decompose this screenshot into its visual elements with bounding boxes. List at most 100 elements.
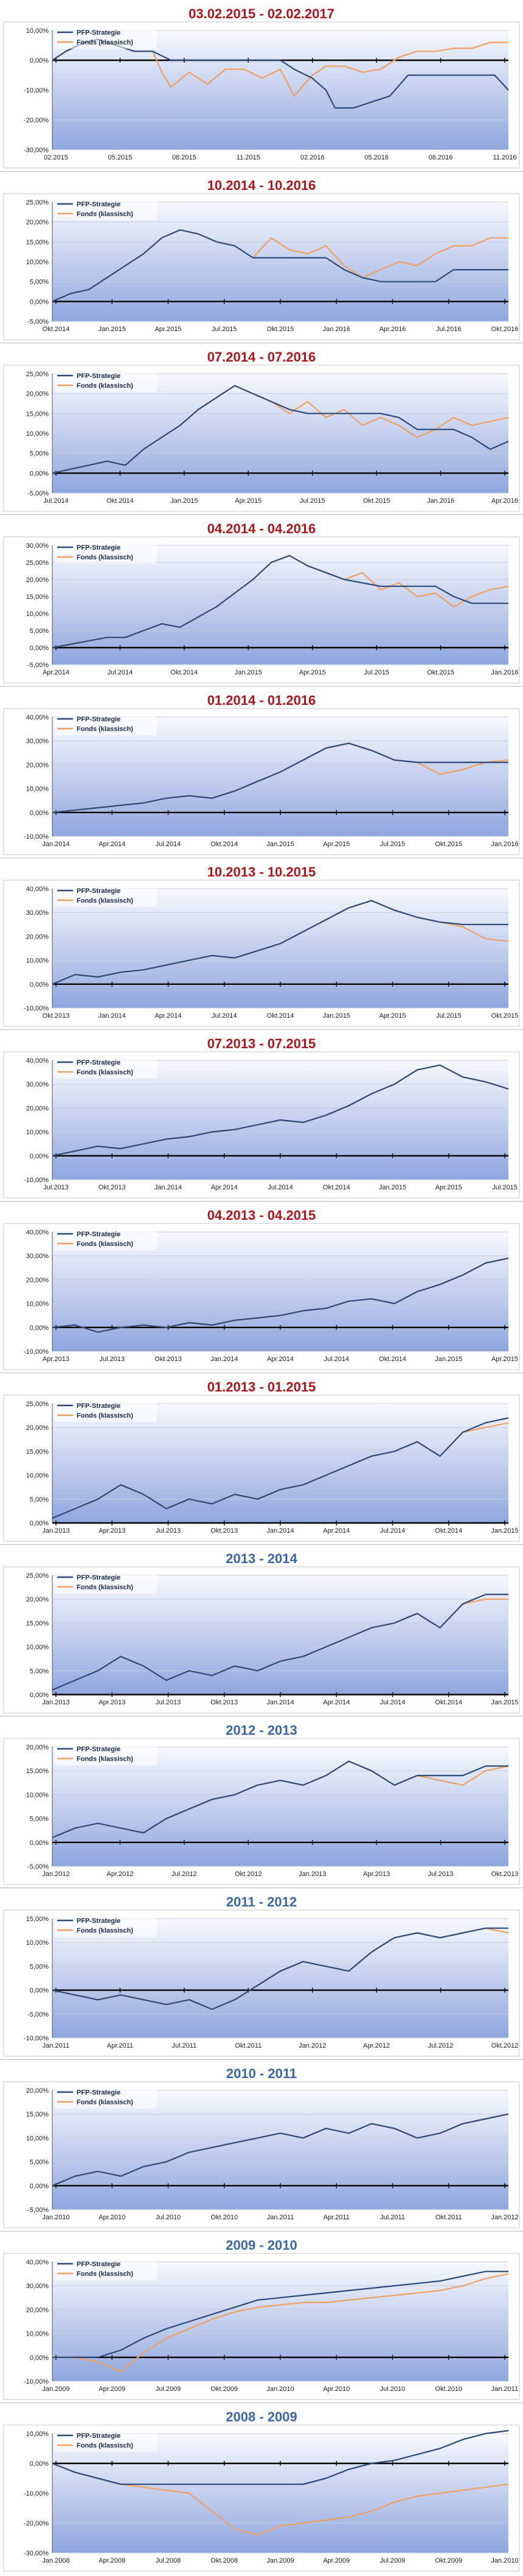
y-tick-label: 40,00% [26,1057,49,1065]
y-tick-label: 30,00% [26,542,49,550]
x-tick-label: Jul.2013 [99,1356,125,1363]
plot-area [52,889,508,1008]
legend-label: Fonds (klassisch) [77,726,133,733]
x-tick-label: Okt.2012 [235,1871,262,1878]
x-tick-label: Apr.2016 [379,326,406,333]
x-tick-label: Jan.2016 [491,669,518,676]
y-tick-label: 20,00% [26,1424,49,1432]
y-tick-label: 30,00% [26,1081,49,1088]
legend-label: PFP-Strategie [77,1231,120,1238]
panel-separator [0,1716,523,1717]
y-tick-label: 0,00% [30,1325,49,1332]
x-tick-label: Jan.2015 [266,841,294,848]
x-tick-label: 02.2015 [44,154,68,161]
x-tick-label: Okt.2014 [43,326,70,333]
x-tick-label: Okt.2014 [379,1356,406,1363]
chart-panel: 03.02.2015 - 02.02.2017 10,00% 0,00% -10,00… [0,0,523,172]
series-line-fund [52,2462,509,2536]
x-tick-label: Okt.2013 [154,1356,182,1363]
y-tick-label: -10,00% [24,2490,49,2497]
line-chart: 25,00%20,00%15,00%10,00%5,00%0,00%Jan.20… [3,1395,520,1542]
x-tick-label: Okt.2013 [99,1184,126,1191]
line-chart: 30,00% 25,00% 20,00% 15,00% 10,00% 5,00% 0,00%… [3,536,520,684]
legend-box [55,1227,157,1250]
x-tick-label: Okt.2009 [210,2385,238,2393]
x-tick-label: Apr.2015 [323,841,350,848]
chart-title: 01.2014 - 01.2016 [207,693,316,708]
y-tick-label: -30,00% [24,2550,49,2557]
x-tick-label: Jul.2014 [324,1356,349,1363]
legend-label: Fonds (klassisch) [77,1241,133,1248]
y-tick-label: 5,00% [30,450,49,458]
chart-title: 2010 - 2011 [226,2066,297,2081]
y-tick-label: 0,00% [30,1839,49,1847]
x-tick-label: Jan.2013 [42,1699,69,1706]
y-tick-label: -10,00% [24,1005,49,1012]
x-tick-label: Jul.2014 [156,841,181,848]
x-tick-label: Jul.2015 [364,669,389,676]
series-line-strategy [52,1258,509,1333]
chart-panel: 2011 - 2012 15,00% 10,00% 5,00% 0,00% -5,00% -… [0,1888,523,2060]
x-tick-label: Okt.2014 [435,1527,462,1535]
y-tick-label: 15,00% [26,593,49,601]
x-tick-label: Apr.2008 [99,2557,125,2564]
legend-box [55,712,157,735]
y-tick-label: 5,00% [30,1816,49,1823]
x-tick-label: Jan.2016 [427,497,454,505]
line-chart: 20,00%15,00%10,00%5,00%0,00%-5,00%Jan.20… [3,2081,520,2228]
x-tick-label: Apr.2010 [99,2214,125,2221]
chart-title: 10.2014 - 10.2016 [207,178,316,193]
panel-separator [0,1029,523,1030]
y-tick-label: 0,00% [30,1987,49,1995]
x-tick-label: Jan.2016 [491,841,518,848]
chart-panel: 2013 - 2014 25,00% 20,00% 15,00% 10,00% 5,00%… [0,1545,523,1717]
x-tick-label: Jul.2009 [380,2557,406,2564]
y-tick-label: 15,00% [26,410,49,418]
legend-label: Fonds (klassisch) [77,1069,133,1076]
y-tick-label: -10,00% [24,833,49,841]
y-tick-label: 0,00% [30,1520,49,1527]
y-tick-label: 0,00% [30,470,49,477]
series-line-strategy [52,1064,509,1157]
y-tick-label: 10,00% [26,2135,49,2142]
series-line-strategy [52,742,508,813]
x-tick-label: Jan.2011 [43,2042,69,2049]
legend-label: Fonds (klassisch) [77,2099,133,2106]
x-tick-label: Okt.2014 [267,1012,294,1020]
legend-label: Fonds (klassisch) [77,2270,133,2278]
y-tick-label: 10,00% [26,27,49,35]
y-tick-label: 10,00% [26,2331,49,2338]
x-tick-label: Jan.2014 [266,1699,294,1706]
y-tick-label: 0,00% [30,1692,49,1699]
plot-area [52,1232,508,1351]
x-tick-label: Jan.2009 [266,2557,294,2564]
x-tick-label: Okt.2013 [210,1699,238,1706]
x-tick-label: Okt.2014 [435,1699,462,1706]
chart-panel: 04.2013 - 04.2015 40,00% 30,00% 20,00% 10,00… [0,1202,523,1373]
x-tick-label: Jan.2010 [266,2385,294,2393]
x-tick-label: 08.2015 [172,154,196,161]
x-tick-label: Jan.2011 [267,2214,294,2221]
x-tick-label: Jan.2013 [299,1871,326,1878]
y-tick-label: 15,00% [26,1448,49,1455]
x-tick-label: Jul.2012 [171,1871,197,1878]
legend-label: PFP-Strategie [77,201,120,208]
panel-separator [0,686,523,687]
x-tick-label: Apr.2014 [267,1356,294,1363]
chart-panel: 10.2014 - 10.2016 25,00% 20,00% 15,00% 10,00… [0,172,523,343]
legend-label: Fonds (klassisch) [77,39,133,46]
y-tick-label: 5,00% [30,628,49,635]
legend-label: Fonds (klassisch) [77,1412,133,1419]
line-chart: 40,00%30,00%20,00%10,00%0,00%-10,00%Jan.… [3,2253,520,2400]
x-tick-label: Apr.2013 [363,1871,390,1878]
legend-box [55,2429,157,2452]
x-tick-label: Jul.2015 [492,1184,518,1191]
legend-label: PFP-Strategie [77,29,120,37]
x-tick-label: Apr.2013 [43,1356,69,1363]
x-tick-label: Apr.2015 [491,1356,518,1363]
x-tick-label: Apr.2011 [324,2214,350,2221]
x-tick-label: Jul.2015 [380,841,406,848]
plot-area [52,1404,508,1523]
x-tick-label: Jul.2013 [156,1699,181,1706]
